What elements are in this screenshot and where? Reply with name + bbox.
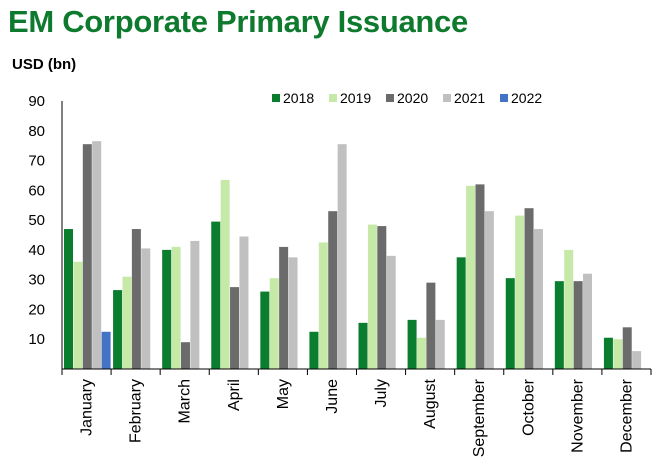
legend-label-2020: 2020 — [397, 90, 428, 106]
bar-2021-march — [190, 240, 200, 369]
legend-swatch-2021 — [443, 94, 451, 102]
bar-2018-december — [603, 337, 613, 369]
legend-swatch-2018 — [272, 94, 280, 102]
bar-2021-december — [632, 351, 642, 369]
bar-2021-october — [533, 229, 543, 369]
bar-2018-september — [456, 257, 466, 369]
bar-2018-june — [309, 331, 319, 369]
bar-2018-october — [505, 278, 515, 369]
bar-2021-april — [239, 236, 249, 369]
bar-2019-march — [171, 246, 181, 369]
bar-2019-july — [367, 224, 377, 369]
x-tick-label-august: August — [422, 378, 439, 428]
bar-2019-september — [466, 185, 476, 369]
bar-2018-march — [162, 249, 172, 369]
x-tick-label-september: September — [471, 378, 488, 457]
bar-2020-february — [131, 229, 141, 369]
bar-2021-may — [288, 257, 298, 369]
bar-2019-august — [416, 337, 426, 369]
bar-2019-june — [318, 242, 328, 369]
legend: 2018 2019 2020 2021 2022 — [272, 90, 542, 106]
x-tick-label-june: June — [324, 379, 341, 414]
y-tick-label: 10 — [28, 331, 45, 348]
bar-2021-february — [141, 248, 151, 369]
bar-2018-july — [358, 322, 368, 369]
bar-2020-june — [328, 211, 338, 369]
bar-2018-november — [554, 281, 564, 369]
bar-2018-may — [260, 291, 270, 369]
bar-2021-january — [92, 141, 102, 369]
x-tick-label-december: December — [618, 378, 635, 452]
bar-2018-february — [113, 290, 123, 369]
y-tick-label: 30 — [28, 272, 45, 289]
x-tick-label-july: July — [373, 379, 390, 407]
x-tick-label-october: October — [520, 378, 537, 436]
bar-2018-august — [407, 319, 417, 369]
bar-2020-november — [573, 281, 583, 369]
legend-swatch-2022 — [500, 94, 508, 102]
bar-2021-november — [583, 273, 593, 369]
x-tick-label-february: February — [128, 379, 145, 443]
x-axis: January February March April May June July Augu… — [61, 368, 652, 457]
bar-2021-june — [337, 144, 347, 369]
y-tick-label: 40 — [28, 242, 45, 259]
bar-2020-september — [475, 184, 485, 369]
bar-2022-january — [101, 331, 111, 369]
bar-2019-december — [613, 339, 623, 369]
x-tick-label-november: November — [569, 378, 586, 452]
legend-label-2019: 2019 — [340, 90, 371, 106]
bar-2019-january — [73, 261, 83, 369]
bar-2020-april — [230, 287, 240, 369]
bar-2020-august — [426, 282, 436, 369]
y-tick-label: 70 — [28, 153, 45, 170]
legend-label-2021: 2021 — [454, 90, 485, 106]
y-tick-label: 60 — [28, 182, 45, 199]
bar-2018-april — [211, 221, 221, 369]
bar-2019-february — [122, 276, 132, 369]
y-tick-label: 90 — [28, 93, 45, 110]
bar-2020-july — [377, 226, 387, 369]
bar-2020-october — [524, 208, 534, 369]
legend-swatch-2020 — [386, 94, 394, 102]
y-tick-label: 80 — [28, 123, 45, 140]
chart-title: EM Corporate Primary Issuance — [8, 4, 468, 39]
bars — [64, 141, 642, 369]
legend-label-2022: 2022 — [511, 90, 542, 106]
y-tick-label: 20 — [28, 301, 45, 318]
x-tick-label-january: January — [79, 379, 96, 436]
bar-2020-january — [82, 144, 92, 369]
bar-2018-january — [64, 229, 73, 369]
legend-label-2018: 2018 — [283, 90, 314, 106]
bar-2020-march — [180, 342, 190, 369]
bar-2020-may — [279, 246, 289, 369]
x-tick-label-march: March — [177, 379, 194, 423]
y-axis-unit-label: USD (bn) — [12, 56, 77, 73]
bar-2019-november — [564, 249, 574, 369]
bar-2019-april — [220, 179, 230, 369]
bar-2019-may — [269, 278, 279, 369]
bar-2021-august — [435, 319, 445, 369]
bar-2019-october — [515, 215, 525, 369]
y-tick-label: 50 — [28, 212, 45, 229]
x-tick-label-april: April — [226, 379, 243, 411]
bar-2021-september — [484, 211, 494, 369]
bar-2021-july — [386, 255, 396, 369]
legend-swatch-2019 — [329, 94, 337, 102]
bar-2020-december — [622, 327, 632, 369]
x-tick-label-may: May — [275, 379, 292, 409]
y-axis: 10 20 30 40 50 60 70 80 90 — [28, 93, 63, 369]
